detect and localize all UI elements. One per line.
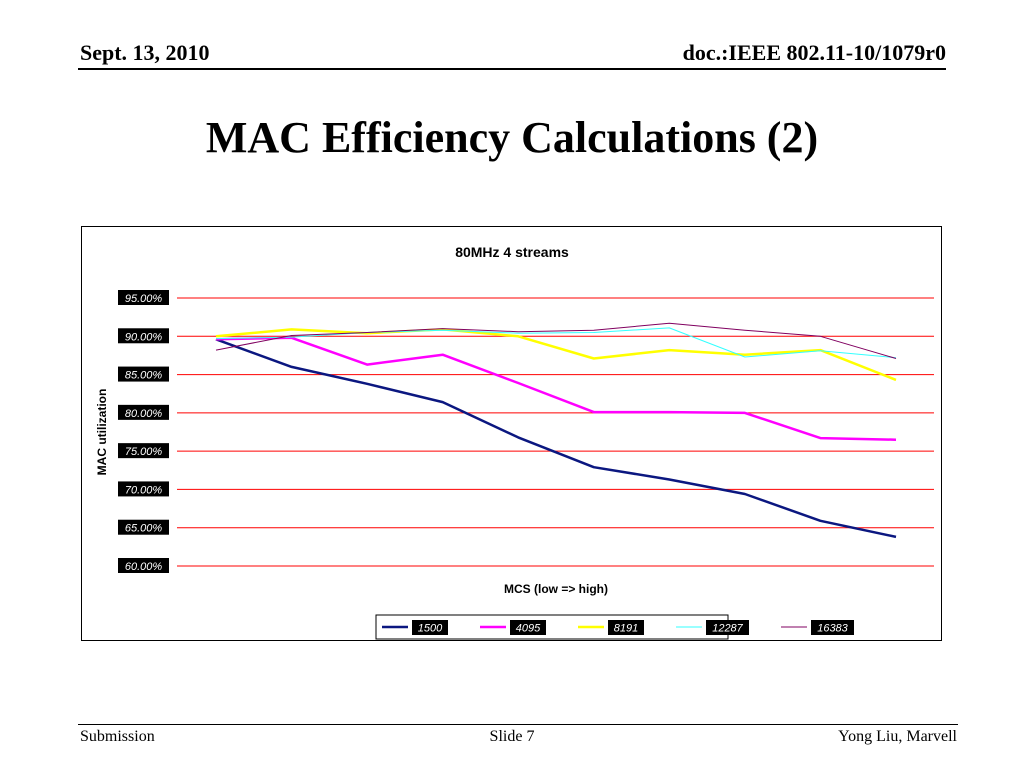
footer-divider	[78, 724, 958, 725]
y-tick-label: 80.00%	[125, 408, 163, 420]
legend-label-8191: 8191	[614, 623, 638, 635]
footer-submission: Submission	[80, 728, 155, 745]
legend-label-background	[811, 620, 854, 635]
series-line-1500	[215, 338, 897, 539]
y-tick-background	[118, 404, 169, 420]
y-tick: 80.00%	[118, 404, 169, 420]
header-divider	[78, 68, 946, 70]
y-tick: 95.00%	[118, 290, 169, 305]
series-line-12287	[215, 327, 897, 359]
y-tick: 65.00%	[118, 519, 169, 535]
y-tick-label: 85.00%	[125, 370, 163, 382]
y-tick: 75.00%	[118, 443, 169, 459]
chart-frame: 80MHz 4 streams MAC utilization MCS (low…	[81, 226, 942, 641]
line-chart: 80MHz 4 streams MAC utilization MCS (low…	[95, 244, 934, 640]
y-tick-label: 75.00%	[125, 446, 163, 458]
header-doc-id: doc.:IEEE 802.11-10/1079r0	[682, 40, 946, 65]
y-tick-label: 65.00%	[125, 523, 163, 535]
y-tick-background	[118, 519, 169, 535]
y-tick-background	[118, 290, 169, 305]
y-tick: 90.00%	[118, 328, 169, 344]
y-tick-label: 70.00%	[125, 484, 163, 496]
x-axis-label: MCS (low => high)	[504, 582, 608, 596]
y-tick-background	[118, 558, 169, 573]
y-tick: 70.00%	[118, 481, 169, 497]
y-tick: 85.00%	[118, 366, 169, 382]
legend: 1500 4095 8191 12287 16383	[375, 614, 854, 640]
footer-slide-number: Slide 7	[489, 728, 535, 745]
series-line-4095	[215, 336, 897, 441]
legend-label-12287: 12287	[712, 623, 743, 635]
legend-label-background	[608, 620, 644, 635]
y-tick-label: 95.00%	[125, 293, 163, 305]
legend-label-background	[510, 620, 546, 635]
slide-title: MAC Efficiency Calculations (2)	[205, 113, 819, 162]
y-tick-label: 90.00%	[125, 331, 163, 343]
legend-label-1500: 1500	[418, 623, 443, 635]
legend-label-4095: 4095	[516, 623, 541, 635]
legend-label-background	[706, 620, 749, 635]
y-tick-background	[118, 328, 169, 344]
y-tick-labels: 95.00% 90.00% 85.00% 80.00% 75.00% 70.00% 65.0…	[118, 290, 169, 573]
y-tick-label: 60.00%	[125, 561, 163, 573]
series-line-16383	[215, 322, 897, 359]
legend-label-16383: 16383	[817, 623, 848, 635]
legend-label-background	[412, 620, 448, 635]
series-line-8191	[215, 328, 897, 382]
footer-author: Yong Liu, Marvell	[838, 728, 957, 745]
y-tick-background	[118, 481, 169, 497]
y-tick: 60.00%	[118, 558, 169, 573]
series-lines	[215, 322, 897, 539]
chart-title: 80MHz 4 streams	[455, 244, 569, 260]
y-tick-background	[118, 366, 169, 382]
y-tick-background	[118, 443, 169, 459]
y-axis-label: MAC utilization	[95, 389, 109, 476]
header-date: Sept. 13, 2010	[80, 40, 210, 65]
